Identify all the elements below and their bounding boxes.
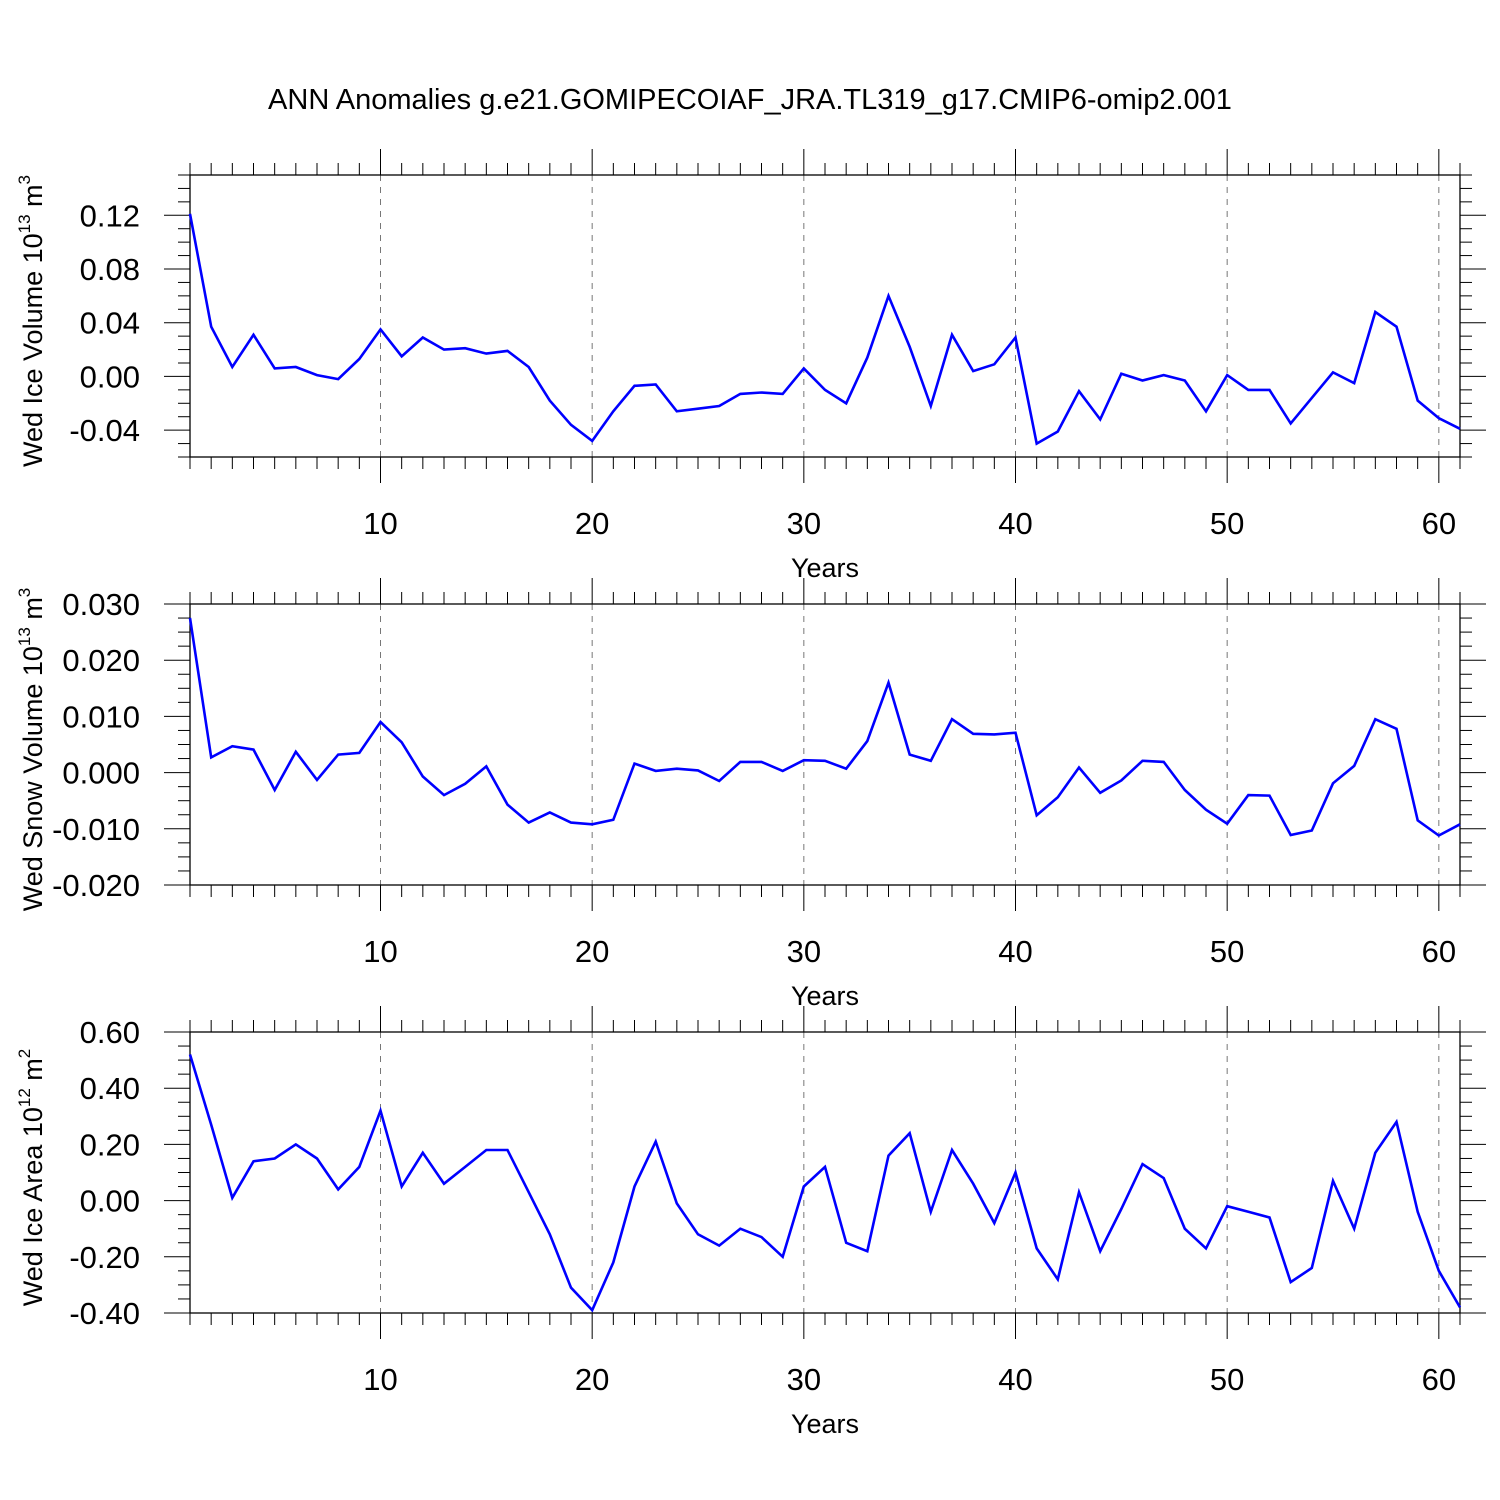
- y-tick-label: -0.04: [69, 413, 140, 448]
- x-tick-label: 10: [363, 934, 397, 969]
- x-tick-label: 20: [575, 934, 609, 969]
- plot-frame: [189, 1031, 1461, 1314]
- y-tick-label: 0.00: [80, 359, 140, 394]
- x-tick-label: 60: [1422, 506, 1456, 541]
- x-axis-label: Years: [791, 981, 859, 1011]
- y-tick-label: 0.020: [62, 643, 140, 678]
- x-tick-label: 60: [1422, 1362, 1456, 1397]
- y-tick-label: -0.010: [52, 812, 140, 847]
- data-series-line: [188, 1054, 1462, 1313]
- y-tick-label: 0.12: [80, 198, 140, 233]
- x-tick-label: 30: [787, 506, 821, 541]
- x-tick-label: 50: [1210, 934, 1244, 969]
- x-tick-label: 20: [575, 506, 609, 541]
- x-tick-label: 40: [998, 506, 1032, 541]
- plot-frame: [189, 174, 1461, 458]
- y-tick-label: 0.08: [80, 252, 140, 287]
- x-tick-label: 10: [363, 506, 397, 541]
- page-title: ANN Anomalies g.e21.GOMIPECOIAF_JRA.TL31…: [268, 84, 1232, 116]
- y-tick-label: 0.00: [80, 1184, 140, 1219]
- x-tick-label: 50: [1210, 506, 1244, 541]
- y-axis-label: Wed Ice Volume 1013 m3: [15, 175, 48, 467]
- data-series-line: [188, 213, 1461, 446]
- y-tick-label: -0.40: [69, 1296, 140, 1331]
- data-series-line: [188, 617, 1461, 838]
- y-tick-label: 0.030: [62, 587, 140, 622]
- y-tick-label: 0.010: [62, 699, 140, 734]
- y-axis-label: Wed Ice Area 1012 m2: [15, 1049, 48, 1307]
- x-tick-label: 10: [363, 1362, 397, 1397]
- y-tick-label: 0.20: [80, 1127, 140, 1162]
- y-tick-label: 0.40: [80, 1071, 140, 1106]
- chart-panel-2: 10 20 30 40 50 60 -0.020 -0.010 0.000 0.010 0.020 0…: [15, 578, 1486, 1011]
- x-axis-label: Years: [791, 553, 859, 583]
- chart-panel-1: 10 20 30 40 50 60 -0.04 0.00 0.04 0.08 0.12 Years We…: [15, 149, 1486, 583]
- x-tick-label: 30: [787, 934, 821, 969]
- x-tick-label: 40: [998, 1362, 1032, 1397]
- y-axis-label: Wed Snow Volume 1013 m3: [15, 588, 48, 912]
- x-tick-label: 60: [1422, 934, 1456, 969]
- y-tick-label: 0.000: [62, 756, 140, 791]
- plot-frame: [189, 603, 1461, 886]
- y-tick-label: -0.020: [52, 868, 140, 903]
- x-tick-label: 20: [575, 1362, 609, 1397]
- y-tick-label: 0.60: [80, 1015, 140, 1050]
- x-tick-label: 40: [998, 934, 1032, 969]
- chart-panel-3: 10 20 30 40 50 60 -0.40 -0.20 0.00 0.20 0.40 0.60 Ye…: [15, 1006, 1486, 1439]
- y-tick-label: 0.04: [80, 306, 140, 341]
- y-tick-label: -0.20: [69, 1240, 140, 1275]
- x-tick-label: 30: [787, 1362, 821, 1397]
- x-tick-label: 50: [1210, 1362, 1244, 1397]
- x-axis-label: Years: [791, 1409, 859, 1439]
